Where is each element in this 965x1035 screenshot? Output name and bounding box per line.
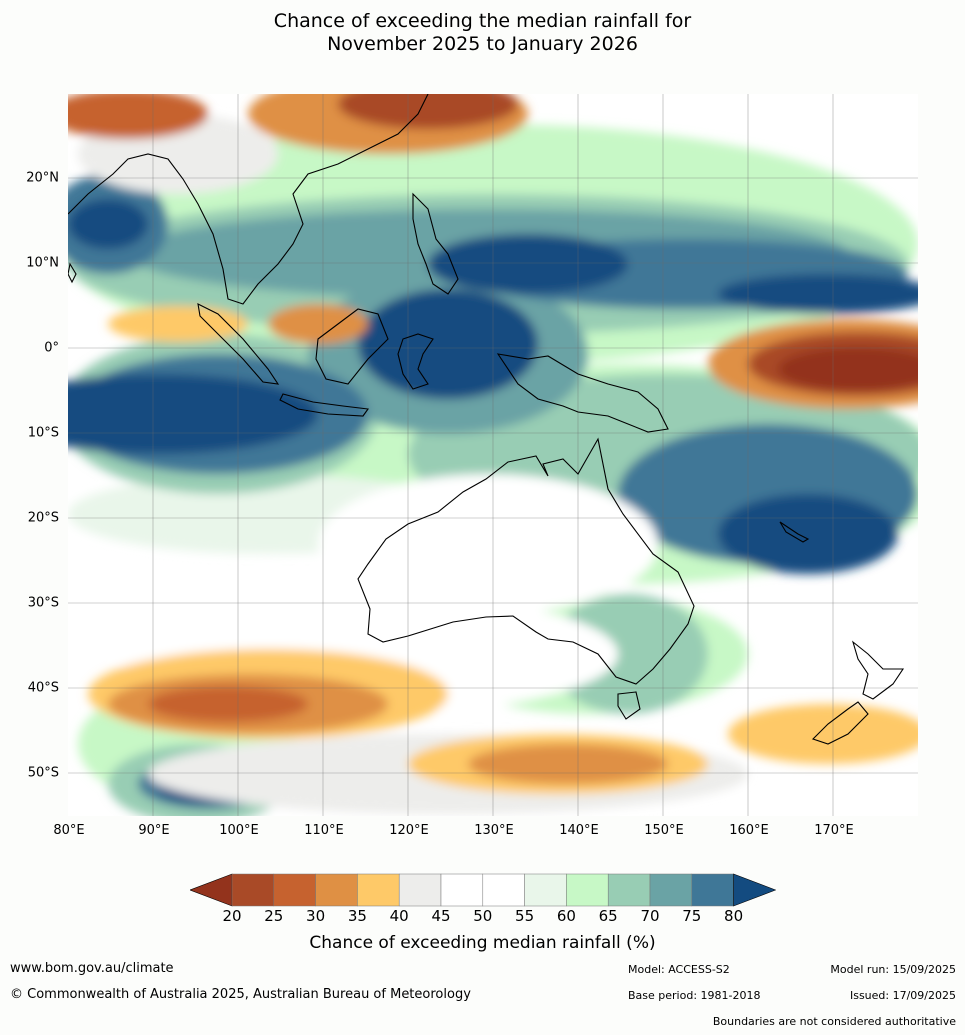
colorbar-swatch	[649, 873, 693, 907]
borneo-coast	[315, 308, 389, 385]
colorbar-swatch	[315, 873, 358, 907]
colorbar-swatch	[398, 873, 442, 907]
colorbar-tick-label: 35	[347, 907, 367, 925]
lon-label-170e: 170°E	[814, 823, 854, 838]
lat-label-20n: 20°N	[26, 170, 59, 186]
new-caledonia-coast	[779, 521, 810, 543]
lat-label-10n: 10°N	[26, 255, 59, 271]
colorbar-swatch	[607, 873, 651, 907]
website-link[interactable]: www.bom.gov.au/climate	[10, 961, 174, 976]
lon-label-90e: 90°E	[138, 823, 170, 838]
colorbar-swatch	[482, 873, 525, 907]
colorbar-swatch	[231, 873, 275, 907]
colorbar-swatch	[440, 873, 484, 907]
colorbar	[190, 873, 776, 907]
colorbar-tick-label: 70	[640, 907, 660, 925]
boundaries-disclaimer: Boundaries are not considered authoritat…	[712, 1015, 956, 1028]
map-title: Chance of exceeding the median rainfall …	[0, 10, 965, 56]
lon-label-80e: 80°E	[53, 823, 85, 838]
lat-label-20s: 20°S	[27, 510, 59, 526]
graticule	[68, 94, 918, 816]
colorbar-tick-label: 65	[598, 907, 618, 925]
lon-label-130e: 130°E	[474, 823, 514, 838]
java-coast	[279, 393, 369, 417]
rainfall-map	[68, 94, 918, 816]
colorbar-tick-label: 20	[222, 907, 242, 925]
rainfall-map-canvas	[68, 94, 918, 816]
colorbar-swatch	[524, 873, 567, 907]
lat-label-40s: 40°S	[27, 680, 59, 696]
philippines-coast	[412, 192, 459, 295]
colorbar-tick-label: 25	[264, 907, 284, 925]
base-period: Base period: 1981-2018	[628, 989, 761, 1002]
lon-label-140e: 140°E	[559, 823, 599, 838]
coastlines	[68, 94, 905, 745]
lon-label-160e: 160°E	[729, 823, 769, 838]
sumatra-coast	[197, 303, 280, 385]
colorbar-swatch	[566, 873, 609, 907]
lat-label-50s: 50°S	[27, 765, 59, 781]
lon-label-120e: 120°E	[389, 823, 429, 838]
lon-label-110e: 110°E	[304, 823, 344, 838]
colorbar-tick-label: 30	[306, 907, 326, 925]
australia-coast	[357, 437, 695, 685]
title-line-2: November 2025 to January 2026	[327, 33, 638, 55]
asia-coast	[68, 94, 429, 305]
colorbar-tick-label: 55	[515, 907, 535, 925]
colorbar-tick-label: 80	[724, 907, 744, 925]
new-guinea-coast	[496, 353, 669, 433]
colorbar-swatch	[273, 873, 316, 907]
lat-label-10s: 10°S	[27, 425, 59, 441]
colorbar-arrow-high	[733, 873, 776, 907]
colorbar-tick-label: 50	[473, 907, 493, 925]
sri-lanka-coast	[68, 262, 77, 284]
colorbar-label: Chance of exceeding median rainfall (%)	[309, 933, 656, 953]
new-zealand-north-coast	[851, 640, 905, 700]
tasmania-coast	[617, 691, 641, 720]
colorbar-tick-label: 60	[556, 907, 576, 925]
lat-label-30s: 30°S	[27, 595, 59, 611]
sulawesi-coast	[397, 333, 434, 390]
colorbar-arrow-low	[190, 873, 233, 907]
lat-label-0: 0°	[44, 340, 59, 356]
title-line-1: Chance of exceeding the median rainfall …	[273, 10, 692, 32]
model-name: Model: ACCESS-S2	[628, 963, 730, 976]
lon-label-100e: 100°E	[219, 823, 259, 838]
colorbar-swatch	[691, 873, 734, 907]
model-run-date: Model run: 15/09/2025	[830, 963, 956, 976]
colorbar-tick-label: 75	[682, 907, 702, 925]
colorbar-swatches	[190, 873, 776, 907]
lon-label-150e: 150°E	[644, 823, 684, 838]
colorbar-tick-label: 45	[431, 907, 451, 925]
copyright-text: © Commonwealth of Australia 2025, Austra…	[10, 987, 471, 1002]
colorbar-swatch	[357, 873, 400, 907]
new-zealand-south-coast	[811, 701, 869, 745]
issued-date: Issued: 17/09/2025	[849, 989, 956, 1002]
colorbar-tick-label: 40	[389, 907, 409, 925]
probability-fields	[68, 94, 918, 816]
